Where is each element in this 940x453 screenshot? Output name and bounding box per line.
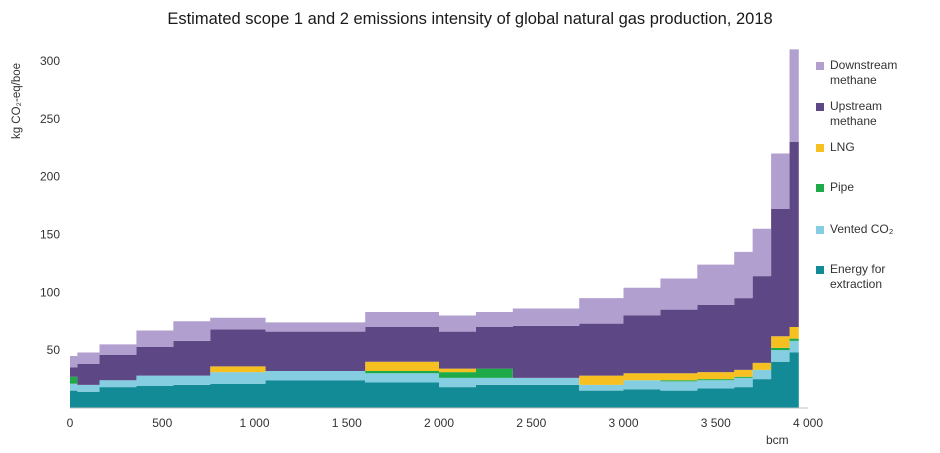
- legend-item-vented-co2: Vented CO₂: [816, 222, 920, 237]
- x-tick-label: 1 500: [332, 416, 362, 430]
- legend-item-upstream-methane: Upstream methane: [816, 99, 920, 128]
- y-tick-label: 150: [40, 228, 60, 242]
- legend-item-lng: LNG: [816, 140, 920, 155]
- legend-swatch: [816, 184, 824, 192]
- x-axis-label: bcm: [766, 433, 789, 447]
- x-tick-label: 3 000: [608, 416, 638, 430]
- x-tick-label: 2 500: [516, 416, 546, 430]
- legend-label: LNG: [830, 140, 855, 154]
- area-vented-co-: [70, 340, 799, 392]
- area-energy-for-extraction: [70, 352, 799, 408]
- x-tick-label: 2 000: [424, 416, 454, 430]
- y-tick-label: 100: [40, 285, 60, 299]
- legend-swatch: [816, 266, 824, 274]
- legend-item-energy-for-extraction: Energy for extraction: [816, 262, 920, 291]
- legend-swatch: [816, 226, 824, 234]
- x-tick-label: 1 000: [239, 416, 269, 430]
- legend-item-downstream-methane: Downstream methane: [816, 58, 920, 87]
- x-tick-label: 500: [152, 416, 172, 430]
- x-tick-label: 0: [67, 416, 74, 430]
- chart-areas: [70, 49, 799, 408]
- y-tick-label: 50: [47, 343, 61, 357]
- legend-swatch: [816, 144, 824, 152]
- legend-label: Energy for extraction: [830, 262, 886, 291]
- legend-label: Vented CO₂: [830, 222, 894, 236]
- area-upstream-methane: [70, 141, 799, 385]
- y-tick-labels: 50 100 150 200 250 300: [40, 54, 60, 357]
- x-tick-label: 3 500: [701, 416, 731, 430]
- y-tick-label: 200: [40, 170, 60, 184]
- x-tick-labels: 0 500 1 000 1 500 2 000 2 500 3 000 3 500 4 000: [67, 416, 824, 430]
- legend-label: Pipe: [830, 180, 855, 194]
- legend-item-pipe: Pipe: [816, 180, 920, 195]
- y-tick-label: 300: [40, 54, 60, 68]
- area-lng: [70, 327, 799, 385]
- legend-label: Upstream methane: [830, 99, 883, 128]
- area-downstream-methane: [70, 49, 799, 368]
- x-tick-label: 4 000: [793, 416, 823, 430]
- legend-swatch: [816, 103, 824, 111]
- y-tick-label: 250: [40, 112, 60, 126]
- legend-label: Downstream methane: [830, 58, 898, 87]
- area-pipe: [70, 338, 799, 385]
- legend-swatch: [816, 62, 824, 70]
- chart-title: Estimated scope 1 and 2 emissions intens…: [167, 10, 773, 28]
